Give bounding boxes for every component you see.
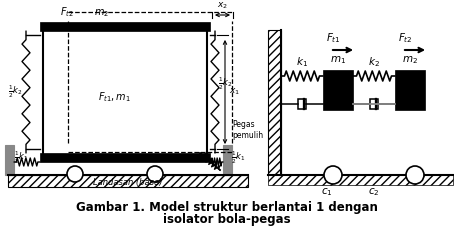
Bar [395,70,425,110]
Text: $\frac{1}{2}k_1$: $\frac{1}{2}k_1$ [14,150,29,166]
Text: $k_1$: $k_1$ [296,55,308,69]
Text: isolator bola-pegas: isolator bola-pegas [163,214,291,226]
Bar [40,22,210,31]
Bar [268,30,281,175]
Text: $k_2$: $k_2$ [368,55,380,69]
Bar [268,175,453,185]
Text: $m_2$: $m_2$ [94,7,109,19]
Text: $\frac{1}{2}k_2$: $\frac{1}{2}k_2$ [8,84,23,100]
Text: $F_{t1}$: $F_{t1}$ [326,31,340,45]
Text: $x_1$: $x_1$ [229,87,240,97]
Circle shape [147,166,163,182]
Bar [8,175,248,187]
Bar [223,145,232,175]
Circle shape [406,166,424,184]
Text: $\frac{1}{2}k_2$: $\frac{1}{2}k_2$ [218,76,233,92]
Text: $F_{t2}$: $F_{t2}$ [60,5,74,19]
Text: Gambar 1. Model struktur berlantai 1 dengan: Gambar 1. Model struktur berlantai 1 den… [76,200,378,213]
Text: $c_2$: $c_2$ [368,186,380,198]
Text: $m_1$: $m_1$ [330,54,346,66]
Bar [370,99,378,109]
Circle shape [67,166,83,182]
Text: Pegas
pemulih: Pegas pemulih [232,120,263,140]
Bar [323,70,353,110]
Bar [298,99,306,109]
Bar [5,145,14,175]
Bar [40,153,210,162]
Text: $x_2$: $x_2$ [217,0,228,11]
Text: $F_{t2}$: $F_{t2}$ [398,31,412,45]
Text: $m_2$: $m_2$ [402,54,418,66]
Text: Landasan (base): Landasan (base) [94,178,163,187]
Text: $c_1$: $c_1$ [321,186,333,198]
Text: $F_{t1}, m_1$: $F_{t1}, m_1$ [99,90,132,104]
Circle shape [324,166,342,184]
Text: $\frac{1}{2}k_1$: $\frac{1}{2}k_1$ [231,150,246,166]
